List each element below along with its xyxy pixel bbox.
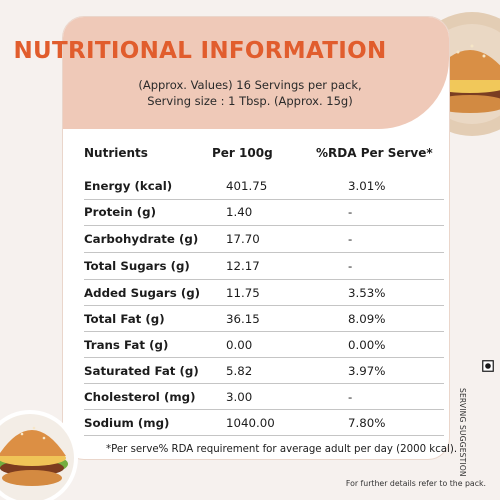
- header-rda-per-serve: %RDA Per Serve*: [316, 146, 433, 160]
- further-details-note: For further details refer to the pack.: [345, 479, 486, 488]
- rda-value: 3.01%: [348, 179, 386, 193]
- header-nutrients: Nutrients: [84, 146, 148, 160]
- row-divider: [84, 383, 444, 384]
- nutrient-name: Energy (kcal): [84, 179, 173, 193]
- nutrient-name: Protein (g): [84, 205, 156, 219]
- nutrient-name: Cholesterol (mg): [84, 390, 196, 404]
- serving-size-line: Serving size : 1 Tbsp. (Approx. 15g): [147, 94, 353, 108]
- row-divider: [84, 279, 444, 280]
- table-row: Carbohydrate (g) 17.70 -: [84, 226, 448, 252]
- row-divider: [84, 199, 444, 200]
- per-100g-value: 1.40: [226, 205, 253, 219]
- rda-value: -: [348, 259, 353, 273]
- rda-value: 0.00%: [348, 338, 386, 352]
- table-row: Added Sugars (g) 11.75 3.53%: [84, 280, 448, 306]
- header-per-100g: Per 100g: [212, 146, 273, 160]
- per-100g-value: 401.75: [226, 179, 268, 193]
- per-100g-value: 0.00: [226, 338, 253, 352]
- rda-value: 7.80%: [348, 416, 386, 430]
- nutrient-name: Total Fat (g): [84, 312, 165, 326]
- rda-value: 3.97%: [348, 364, 386, 378]
- table-row: Saturated Fat (g) 5.82 3.97%: [84, 358, 448, 384]
- rda-value: 3.53%: [348, 286, 386, 300]
- rda-footnote: *Per serve% RDA requirement for average …: [106, 444, 458, 455]
- title-banner: [63, 17, 449, 129]
- per-100g-value: 12.17: [226, 259, 260, 273]
- table-row: Energy (kcal) 401.75 3.01%: [84, 173, 448, 199]
- table-row: Protein (g) 1.40 -: [84, 199, 448, 225]
- table-row: Sodium (mg) 1040.00 7.80%: [84, 410, 448, 436]
- table-row: Trans Fat (g) 0.00 0.00%: [84, 332, 448, 358]
- rda-value: -: [348, 232, 353, 246]
- rda-value: 8.09%: [348, 312, 386, 326]
- per-100g-value: 11.75: [226, 286, 260, 300]
- nutrition-panel: [62, 16, 450, 460]
- table-row: Total Fat (g) 36.15 8.09%: [84, 306, 448, 332]
- row-divider: [84, 252, 444, 253]
- nutrient-name: Carbohydrate (g): [84, 232, 199, 246]
- per-100g-value: 36.15: [226, 312, 260, 326]
- rda-value: -: [348, 390, 353, 404]
- row-divider: [84, 435, 444, 436]
- per-100g-value: 5.82: [226, 364, 253, 378]
- row-divider: [84, 305, 444, 306]
- nutrient-name: Trans Fat (g): [84, 338, 169, 352]
- veg-mark-icon: [482, 360, 494, 372]
- nutrient-name: Sodium (mg): [84, 416, 170, 430]
- per-100g-value: 3.00: [226, 390, 253, 404]
- nutrient-name: Added Sugars (g): [84, 286, 201, 300]
- servings-line: (Approx. Values) 16 Servings per pack,: [138, 78, 362, 92]
- per-100g-value: 17.70: [226, 232, 260, 246]
- row-divider: [84, 331, 444, 332]
- table-row: Cholesterol (mg) 3.00 -: [84, 384, 448, 410]
- page-title: NUTRITIONAL INFORMATION: [13, 38, 387, 64]
- row-divider: [84, 409, 444, 410]
- nutrient-name: Saturated Fat (g): [84, 364, 199, 378]
- burger-plate-image-bottom-left: [0, 410, 78, 500]
- row-divider: [84, 225, 444, 226]
- table-row: Total Sugars (g) 12.17 -: [84, 253, 448, 279]
- serving-suggestion-label: SERVING SUGGESTION: [458, 388, 467, 477]
- per-100g-value: 1040.00: [226, 416, 275, 430]
- rda-value: -: [348, 205, 353, 219]
- row-divider: [84, 357, 444, 358]
- nutrient-name: Total Sugars (g): [84, 259, 190, 273]
